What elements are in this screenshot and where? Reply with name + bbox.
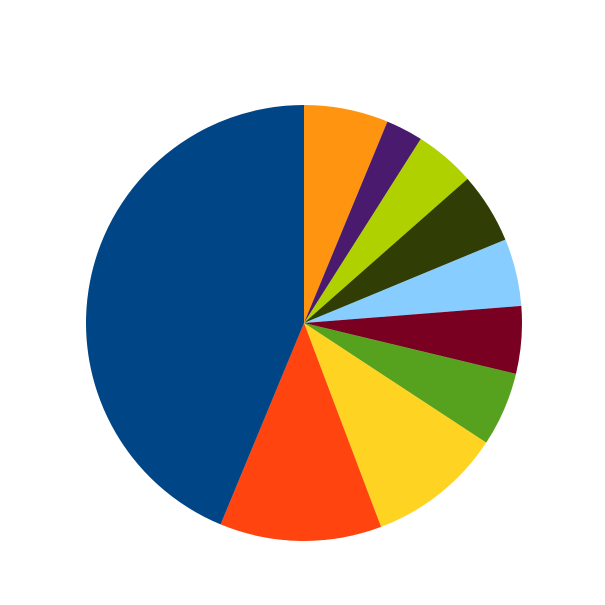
pie-slice	[304, 138, 468, 323]
pie-slice	[304, 239, 522, 323]
pie-slice	[85, 104, 304, 525]
pie-slice	[304, 178, 506, 323]
pie-slice	[304, 305, 522, 374]
pie-slice	[304, 121, 421, 323]
pie-slice	[304, 105, 388, 323]
pie-slice	[304, 323, 487, 527]
pie-slice	[220, 323, 382, 541]
pie-slice	[304, 323, 516, 443]
